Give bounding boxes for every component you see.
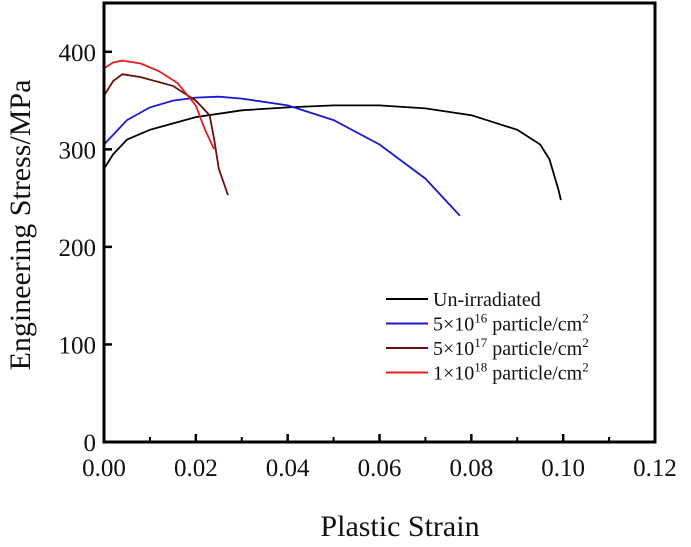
series-line-1 [103, 95, 461, 217]
y-axis-label: Engineering Stress/MPa [4, 80, 37, 371]
x-tick-label: 0.04 [266, 455, 310, 482]
y-tick-label: 400 [59, 40, 97, 67]
legend-label-0: Un-irradiated [433, 289, 541, 311]
y-tick-label: 100 [59, 332, 97, 359]
legend-label-1: 5×1016 particle/cm2 [433, 311, 589, 336]
x-tick-label: 0.06 [358, 455, 402, 482]
series-line-2 [103, 73, 229, 196]
legend-label-3: 1×1018 particle/cm2 [433, 360, 589, 385]
x-tick-label: 0.08 [449, 455, 493, 482]
x-axis-label: Plastic Strain [320, 510, 479, 543]
y-tick-label: 300 [59, 137, 97, 164]
y-tick-label: 200 [59, 235, 97, 262]
x-tick-label: 0.02 [174, 455, 218, 482]
x-tick-label: 0.10 [541, 455, 585, 482]
series-line-0 [103, 104, 562, 201]
legend-label-2: 5×1017 particle/cm2 [433, 335, 589, 360]
series-line-3 [103, 59, 216, 150]
x-tick-label: 0.00 [82, 455, 126, 482]
x-tick-label: 0.12 [633, 455, 677, 482]
y-tick-label: 0 [84, 430, 97, 457]
